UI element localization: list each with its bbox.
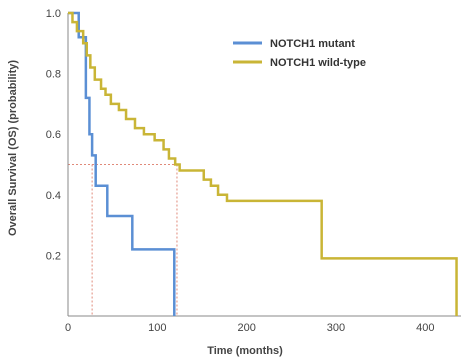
x-tick-label: 300 — [327, 322, 345, 334]
y-tick-label: 0.2 — [46, 250, 61, 262]
x-tick-label: 200 — [237, 322, 255, 334]
y-tick-label: 0.8 — [46, 69, 61, 81]
curve-notch1-wild-type — [68, 11, 458, 316]
survival-curves — [68, 11, 458, 316]
y-tick-label: 0.4 — [46, 190, 61, 202]
x-axis-title: Time (months) — [207, 345, 283, 357]
x-tick-label: 0 — [65, 322, 71, 334]
y-tick-label: 1.0 — [46, 8, 61, 20]
x-tick-labels: 0 100 200 300 400 — [65, 322, 435, 334]
legend-label-wildtype: NOTCH1 wild-type — [270, 57, 366, 69]
legend: NOTCH1 mutant NOTCH1 wild-type — [233, 38, 366, 69]
y-tick-labels: 0.2 0.4 0.6 0.8 1.0 — [46, 8, 61, 262]
median-guides — [68, 164, 178, 316]
x-tick-label: 400 — [416, 322, 434, 334]
x-tick-label: 100 — [148, 322, 166, 334]
legend-label-mutant: NOTCH1 mutant — [270, 38, 355, 50]
y-tick-label: 0.6 — [46, 129, 61, 141]
y-axis-title: Overall Survival (OS) (probability) — [7, 60, 19, 236]
axes — [67, 13, 461, 317]
curve-notch1-mutant — [68, 11, 176, 316]
